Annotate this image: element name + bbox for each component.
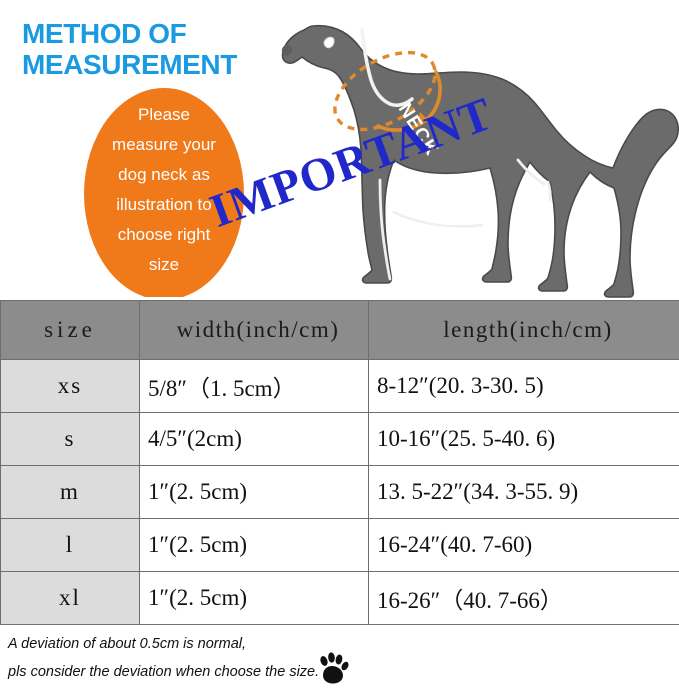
cell-length: 16-24″(40. 7-60): [368, 518, 679, 572]
cell-width: 1″(2. 5cm): [139, 571, 369, 625]
cell-length: 10-16″(25. 5-40. 6): [368, 412, 679, 466]
cell-width: 5/8″（1. 5cm）: [139, 359, 369, 413]
cell-size: xs: [0, 359, 140, 413]
cell-size: l: [0, 518, 140, 572]
callout-circle: [84, 88, 244, 297]
size-table: size width(inch/cm) length(inch/cm) xs 5…: [0, 300, 679, 625]
paw-print-icon: [316, 652, 350, 686]
note-line-2: pls consider the deviation when choose t…: [8, 664, 320, 680]
cell-length: 13. 5-22″(34. 3-55. 9): [368, 465, 679, 519]
table-header-row: size width(inch/cm) length(inch/cm): [0, 300, 679, 360]
cell-width: 1″(2. 5cm): [139, 518, 369, 572]
deviation-note: A deviation of about 0.5cm is normal, pl…: [8, 630, 508, 686]
callout-clip: Please measure your dog neck as illustra…: [0, 0, 679, 297]
cell-length: 8-12″(20. 3-30. 5): [368, 359, 679, 413]
cell-length: 16-26″（40. 7-66）: [368, 571, 679, 625]
table-row: xs 5/8″（1. 5cm） 8-12″(20. 3-30. 5): [0, 359, 679, 413]
cell-width: 1″(2. 5cm): [139, 465, 369, 519]
note-line-1: A deviation of about 0.5cm is normal,: [8, 636, 247, 652]
page-title: METHOD OF MEASUREMENT: [22, 18, 237, 80]
cell-size: m: [0, 465, 140, 519]
cell-size: xl: [0, 571, 140, 625]
cell-size: s: [0, 412, 140, 466]
column-header-width: width(inch/cm): [139, 300, 369, 360]
table-row: xl 1″(2. 5cm) 16-26″（40. 7-66）: [0, 571, 679, 625]
table-row: l 1″(2. 5cm) 16-24″(40. 7-60): [0, 518, 679, 572]
table-row: m 1″(2. 5cm) 13. 5-22″(34. 3-55. 9): [0, 465, 679, 519]
dog-illustration: NECK: [268, 0, 679, 300]
callout-text: Please measure your dog neck as illustra…: [112, 105, 216, 274]
neck-measure-loop: [333, 50, 442, 132]
column-header-length: length(inch/cm): [368, 300, 679, 360]
column-header-size: size: [0, 300, 140, 360]
table-row: s 4/5″(2cm) 10-16″(25. 5-40. 6): [0, 412, 679, 466]
dog-body-shape: [281, 24, 679, 298]
cell-width: 4/5″(2cm): [139, 412, 369, 466]
